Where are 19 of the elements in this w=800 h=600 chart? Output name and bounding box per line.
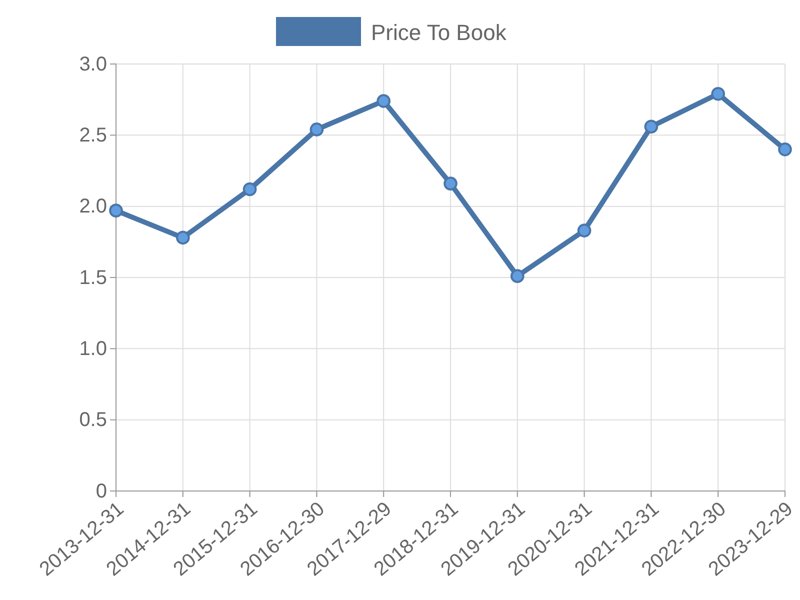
y-tick-label: 0.5 [79, 409, 107, 432]
point [109, 204, 123, 218]
point [310, 122, 324, 136]
y-tick-label: 2.0 [79, 196, 107, 218]
point [444, 176, 458, 190]
y-tick-label: 1.5 [79, 266, 107, 289]
legend-label: Price To Book [371, 20, 508, 45]
point [176, 230, 190, 245]
point [242, 182, 257, 196]
point [711, 86, 726, 101]
point [778, 142, 792, 156]
y-tick-label: 3.0 [79, 53, 107, 76]
point [577, 224, 592, 238]
y-tick-label: 1.0 [79, 338, 107, 360]
point [644, 120, 658, 134]
point [510, 269, 524, 283]
point [376, 94, 391, 108]
y-tick-label: 0 [96, 480, 107, 502]
y-tick-label: 2.5 [79, 124, 107, 147]
